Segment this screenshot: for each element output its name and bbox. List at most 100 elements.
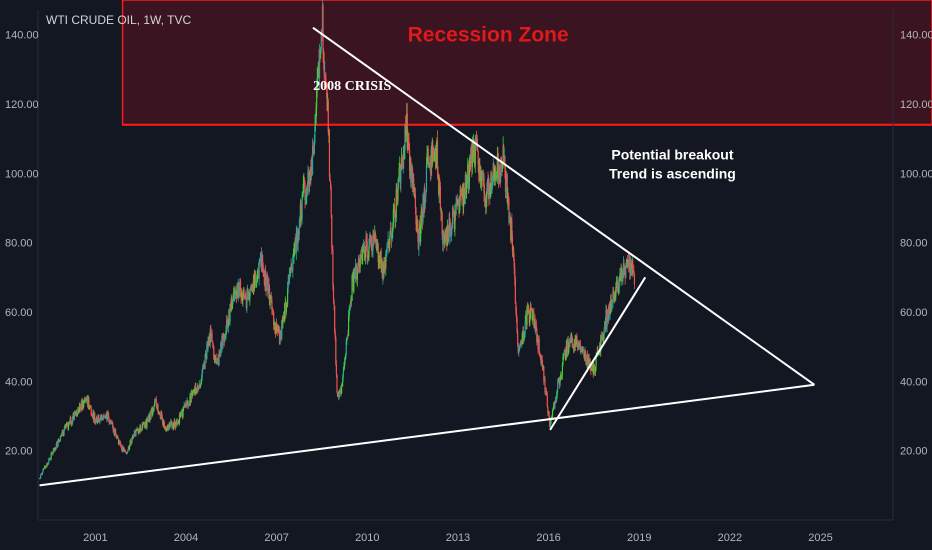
candle-body: [611, 300, 613, 311]
candle-body: [493, 170, 496, 181]
candle-body: [339, 389, 342, 394]
candle-body: [162, 419, 164, 424]
y-tick-label-left: 80.00: [5, 238, 33, 250]
candle-body: [600, 335, 602, 341]
candle-body: [549, 423, 551, 427]
candle-body: [70, 417, 72, 424]
candle-body: [329, 177, 331, 181]
candle-body: [539, 352, 541, 356]
candle-body: [131, 436, 134, 439]
candle-body: [393, 205, 396, 214]
candle-body: [291, 264, 293, 270]
candle-body: [90, 406, 92, 408]
candle-body: [73, 412, 75, 420]
candle-body: [222, 336, 224, 346]
symbol-label[interactable]: WTI CRUDE OIL, 1W, TVC: [46, 13, 191, 27]
candle-body: [201, 369, 203, 378]
candle-body: [312, 145, 314, 154]
candle-body: [403, 150, 405, 159]
candle-body: [281, 319, 283, 338]
candle-body: [259, 259, 261, 263]
candle-body: [529, 306, 532, 319]
candle-body: [614, 294, 616, 301]
candle-body: [386, 246, 389, 248]
candle-body: [361, 248, 364, 264]
candle-body: [503, 145, 505, 160]
candle-body: [349, 309, 351, 311]
candle-body: [90, 406, 92, 415]
candle-body: [396, 189, 398, 200]
candle-body: [622, 278, 624, 282]
candle-body: [130, 440, 132, 445]
trendline-long-term-support[interactable]: [39, 383, 815, 487]
trendline-descending-resistance[interactable]: [312, 26, 816, 386]
candle-body: [576, 336, 578, 342]
candle-body: [184, 404, 186, 406]
candle-body: [106, 411, 109, 421]
candle-body: [334, 332, 336, 338]
candle-body: [217, 358, 219, 360]
candle-series[interactable]: [38, 0, 636, 480]
candle-body: [395, 189, 397, 218]
candle-body: [547, 406, 549, 414]
candle-body: [302, 183, 304, 194]
candle-body: [482, 172, 484, 178]
candle-body: [211, 333, 213, 342]
candle-body: [585, 351, 587, 362]
candle-body: [586, 354, 588, 368]
candle-body: [190, 392, 192, 403]
candle-body: [314, 123, 317, 126]
candle-body: [99, 417, 102, 419]
candle-body: [259, 262, 261, 264]
candle-body: [476, 134, 478, 148]
trendline-ascending-support[interactable]: [549, 276, 647, 431]
candle-body: [188, 403, 191, 405]
candle-body: [183, 404, 185, 408]
candle-body: [115, 434, 117, 438]
candle-body: [377, 243, 379, 263]
candle-body: [443, 232, 445, 235]
candle-body: [207, 341, 209, 350]
candle-body: [128, 444, 131, 450]
candle-body: [432, 147, 435, 155]
candle-body: [197, 385, 199, 389]
trendline-layer[interactable]: [39, 26, 816, 487]
candle-body: [174, 420, 176, 426]
candle-body: [267, 284, 270, 294]
candle-body: [122, 446, 124, 451]
candle-body: [516, 318, 518, 333]
candle-body: [74, 412, 76, 416]
candle-body: [318, 55, 321, 78]
candle-body: [262, 265, 264, 274]
candle-body: [142, 422, 144, 424]
right-price-axis[interactable]: 20.00 40.00 60.00 80.00 100.00 120.00 140.00: [900, 30, 932, 458]
candle-body: [370, 236, 372, 239]
candle-body: [89, 406, 91, 407]
candle-body: [391, 232, 393, 240]
candle-body: [170, 421, 172, 426]
candle-body: [223, 336, 225, 339]
candle-body: [579, 344, 582, 353]
candle-body: [431, 144, 433, 166]
candle-body: [386, 247, 388, 251]
candle-body: [587, 361, 589, 368]
candle-body: [234, 290, 236, 300]
candle-body: [357, 266, 359, 274]
candle-body: [447, 225, 449, 240]
candle-body: [513, 259, 515, 269]
candle-body: [266, 274, 268, 291]
candle-body: [630, 268, 633, 270]
x-tick-label: 2010: [355, 532, 379, 544]
candle-body: [515, 303, 517, 313]
candle-body: [521, 344, 523, 346]
candle-body: [254, 271, 256, 276]
candle-body: [465, 181, 468, 194]
candle-body: [55, 447, 57, 450]
candle-body: [452, 207, 454, 224]
candle-body: [345, 354, 347, 359]
left-price-axis[interactable]: 20.00 40.00 60.00 80.00 100.00 120.00 140.00: [5, 30, 39, 458]
candle-body: [368, 239, 371, 247]
candle-body: [507, 195, 509, 203]
time-axis[interactable]: 2001 2004 2007 2010 2013 2016 2019 2022 2025: [83, 532, 833, 544]
